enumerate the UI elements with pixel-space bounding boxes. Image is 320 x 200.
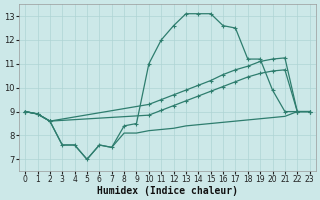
X-axis label: Humidex (Indice chaleur): Humidex (Indice chaleur) [97, 186, 238, 196]
